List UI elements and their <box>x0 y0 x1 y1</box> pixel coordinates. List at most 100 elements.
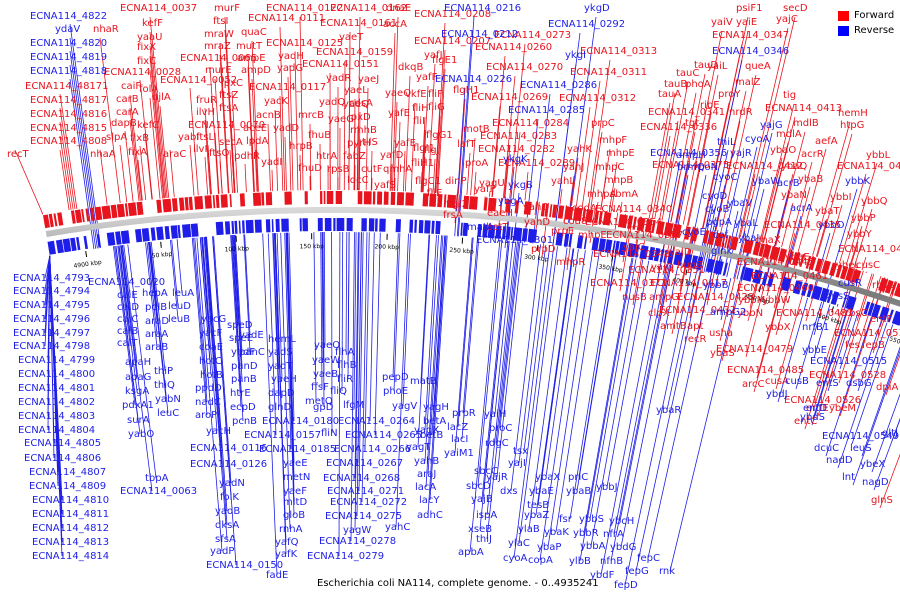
reverse-gene-block <box>792 280 803 295</box>
reverse-gene-label: lacA <box>415 482 436 493</box>
reverse-gene-label: cusR <box>838 278 862 289</box>
reverse-leader-line <box>417 234 431 448</box>
forward-leader-line <box>850 241 859 267</box>
forward-gene-block <box>602 211 612 226</box>
forward-leader-line <box>856 273 873 322</box>
reverse-gene-label: ECNA114_0268 <box>323 473 400 484</box>
forward-gene-label: kefF <box>142 18 163 29</box>
forward-gene-block <box>573 207 583 222</box>
reverse-leader-line <box>660 160 681 263</box>
forward-leader-line <box>470 137 476 196</box>
reverse-leader-line <box>620 266 679 548</box>
forward-leader-line <box>137 159 143 201</box>
forward-gene-label: tauB <box>664 79 687 90</box>
forward-leader-line <box>509 43 526 199</box>
reverse-leader-line <box>499 241 521 429</box>
forward-leader-line <box>129 94 142 201</box>
reverse-leader-line <box>69 37 100 249</box>
forward-leader-line <box>204 156 209 195</box>
reverse-gene-block <box>435 220 441 235</box>
forward-leader-line <box>651 92 676 219</box>
forward-gene-label: mrcB <box>298 110 324 121</box>
forward-gene-block <box>714 232 724 247</box>
reverse-gene-label: yacF <box>199 328 223 339</box>
forward-leader-line <box>512 131 521 200</box>
reverse-leader-line <box>813 309 848 417</box>
forward-gene-block <box>323 191 326 204</box>
forward-leader-line <box>389 32 396 191</box>
forward-gene-block <box>814 258 823 273</box>
forward-leader-line <box>524 171 529 201</box>
forward-leader-line <box>99 149 108 205</box>
reverse-gene-label: ybbJ <box>596 482 618 493</box>
reverse-gene-block <box>867 302 875 316</box>
reverse-leader-line <box>287 232 295 464</box>
reverse-gene-block <box>568 234 573 248</box>
reverse-gene-label: ylbB <box>569 556 591 567</box>
reverse-gene-label: rnk <box>659 566 675 577</box>
forward-leader-line <box>204 119 211 195</box>
forward-gene-label: rpsB <box>327 164 350 175</box>
forward-gene-label: ECNA114_0037 <box>120 3 197 14</box>
reverse-leader-line <box>713 274 719 294</box>
reverse-gene-label: ECNA114_4807 <box>29 467 106 478</box>
forward-gene-block <box>707 231 716 246</box>
scale-tick-mark <box>536 244 539 251</box>
reverse-gene-label: ppdD <box>195 383 222 394</box>
reverse-leader-line <box>518 246 558 544</box>
forward-gene-label: nrdR <box>729 107 753 118</box>
forward-gene-label: ECNA114_0371 <box>590 278 667 289</box>
forward-gene-block <box>127 202 137 217</box>
forward-gene-label: djlA <box>152 92 171 103</box>
forward-gene-label: fes <box>845 340 860 351</box>
forward-gene-label: ECNA114_0341 <box>648 107 725 118</box>
reverse-gene-block <box>806 284 814 298</box>
reverse-gene-block <box>495 225 502 239</box>
forward-gene-label: ECNA114_0283 <box>480 131 557 142</box>
reverse-leader-line <box>284 232 292 450</box>
reverse-leader-line <box>589 258 637 520</box>
forward-gene-label: ECNA114_0117 <box>249 82 326 93</box>
reverse-gene-label: ispA <box>476 510 497 521</box>
reverse-leader-line <box>123 244 131 296</box>
reverse-leader-line <box>583 257 633 534</box>
reverse-gene-label: leuS <box>850 443 872 454</box>
forward-leader-line <box>309 123 312 191</box>
reverse-gene-label: ybaW <box>752 176 780 187</box>
reverse-gene-label: caiT <box>117 338 138 349</box>
forward-leader-line <box>214 132 220 194</box>
reverse-gene-block <box>424 220 431 234</box>
reverse-leader-line <box>861 346 900 457</box>
forward-gene-label: yahO <box>523 202 549 213</box>
reverse-gene-label: yadF <box>231 347 255 358</box>
reverse-gene-label: lacI <box>451 434 468 445</box>
forward-gene-block <box>878 277 889 293</box>
reverse-gene-label: ECNA114_4804 <box>18 425 95 436</box>
forward-gene-label: secD <box>783 3 808 14</box>
forward-leader-line <box>775 255 814 390</box>
reverse-gene-label: ECNA114_4818 <box>30 66 107 77</box>
reverse-leader-line <box>354 232 359 479</box>
forward-gene-block <box>523 201 532 215</box>
reverse-gene-label: ecpD <box>230 402 256 413</box>
forward-gene-block <box>483 197 488 211</box>
forward-gene-label: ECNA114_0435 <box>764 220 841 231</box>
reverse-gene-label: yadB <box>215 506 240 517</box>
forward-gene-label: ECNA114_0208 <box>414 9 491 20</box>
forward-gene-block <box>702 230 709 244</box>
forward-leader-line <box>775 251 799 336</box>
reverse-gene-block <box>115 231 122 245</box>
reverse-gene-label: matA <box>467 222 494 233</box>
reverse-gene-label: entS <box>816 378 839 389</box>
forward-leader-line <box>581 80 601 208</box>
reverse-gene-label: speD <box>227 320 253 331</box>
forward-gene-block <box>284 191 292 205</box>
forward-gene-block <box>48 213 54 228</box>
reverse-leader-line <box>204 236 228 526</box>
reverse-gene-label: ECNA114_0216 <box>444 3 521 14</box>
forward-leader-line <box>457 98 466 195</box>
reverse-gene-label: fepG <box>625 566 649 577</box>
reverse-leader-line <box>243 234 251 353</box>
reverse-gene-label: ampH <box>676 150 706 161</box>
reverse-gene-label: brmQ <box>677 162 705 173</box>
